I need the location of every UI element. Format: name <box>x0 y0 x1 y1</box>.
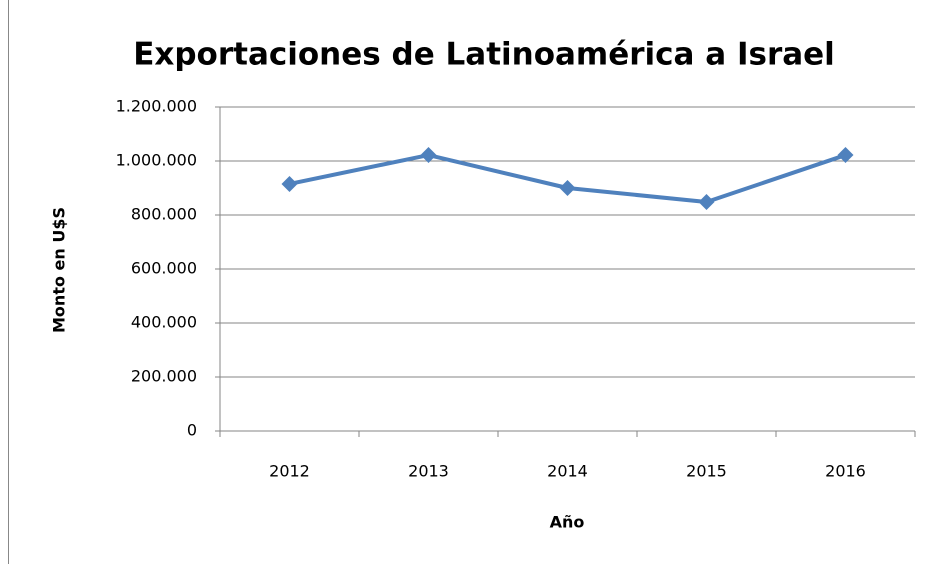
y-tick-label: 800.000 <box>131 205 197 224</box>
y-tick-label: 0 <box>187 421 197 440</box>
marker <box>559 180 576 196</box>
x-tick-label: 2012 <box>269 462 310 481</box>
x-tick-label: 2014 <box>547 462 588 481</box>
y-tick-label: 200.000 <box>131 367 197 386</box>
y-tick-label: 400.000 <box>131 313 197 332</box>
y-tick-label: 600.000 <box>131 259 197 278</box>
chart-frame <box>8 0 931 564</box>
marker <box>837 147 854 164</box>
x-axis-label: Año <box>550 513 585 532</box>
y-axis-label: Monto en U$S <box>50 207 69 333</box>
chart-title: Exportaciones de Latinoamérica a Israel <box>133 37 835 73</box>
y-tick-label: 1.000.000 <box>116 151 197 170</box>
marker <box>698 194 715 211</box>
x-tick-label: 2013 <box>408 462 449 481</box>
marker <box>420 147 437 164</box>
x-tick-label: 2015 <box>686 462 727 481</box>
marker <box>281 175 298 192</box>
y-tick-label: 1.200.000 <box>116 97 197 116</box>
x-tick-label: 2016 <box>825 462 866 481</box>
